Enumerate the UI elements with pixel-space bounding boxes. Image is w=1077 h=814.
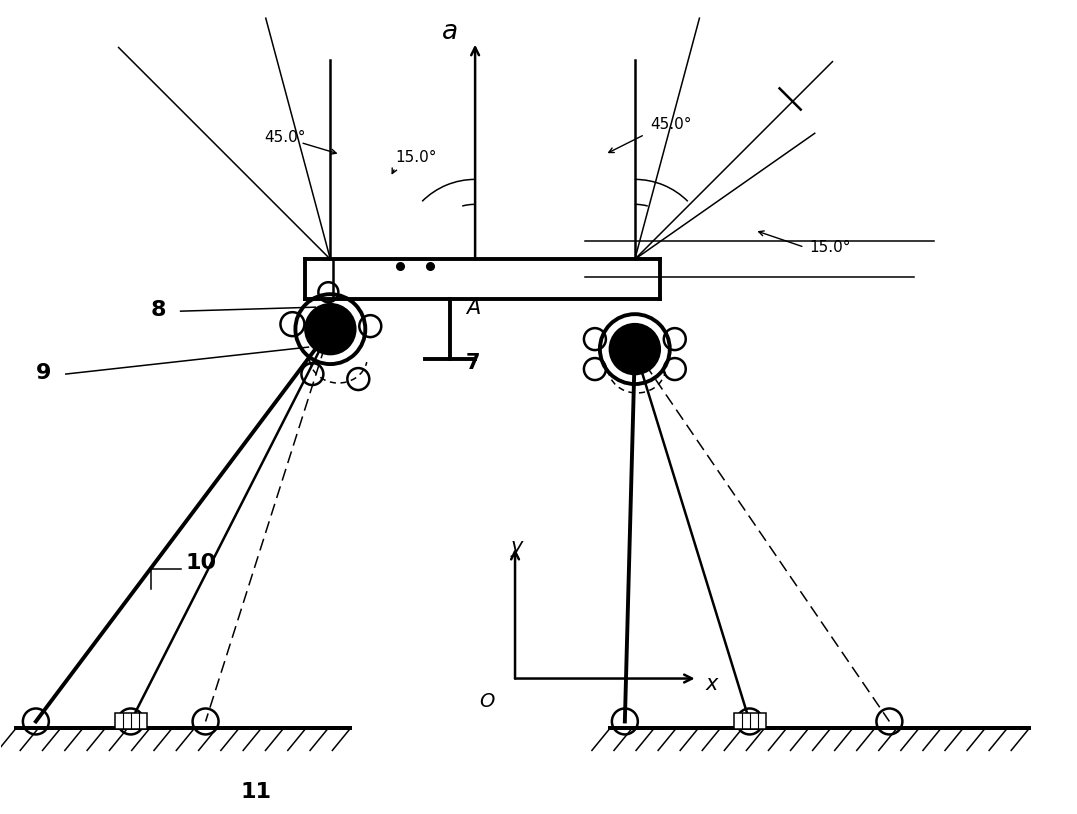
Text: $a$: $a$ bbox=[440, 19, 458, 45]
Text: 10: 10 bbox=[185, 553, 216, 573]
Text: 7: 7 bbox=[465, 353, 479, 373]
Text: 8: 8 bbox=[151, 300, 166, 320]
Circle shape bbox=[306, 304, 355, 354]
Text: 11: 11 bbox=[240, 782, 271, 803]
Text: $A$: $A$ bbox=[465, 298, 481, 318]
Text: 45.0°: 45.0° bbox=[649, 117, 691, 133]
Text: 15.0°: 15.0° bbox=[395, 151, 437, 165]
Bar bbox=[115, 714, 146, 729]
Text: 45.0°: 45.0° bbox=[265, 130, 306, 146]
Circle shape bbox=[610, 324, 660, 374]
Text: $x$: $x$ bbox=[704, 673, 719, 694]
Text: $O$: $O$ bbox=[478, 692, 495, 711]
Text: $y$: $y$ bbox=[510, 539, 526, 558]
Text: 15.0°: 15.0° bbox=[810, 240, 851, 256]
Bar bbox=[733, 714, 766, 729]
Text: 9: 9 bbox=[36, 363, 52, 383]
